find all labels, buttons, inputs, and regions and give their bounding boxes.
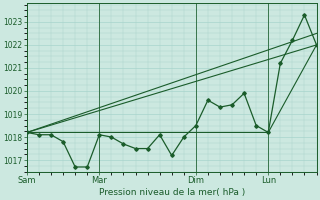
X-axis label: Pression niveau de la mer( hPa ): Pression niveau de la mer( hPa ): [99, 188, 245, 197]
